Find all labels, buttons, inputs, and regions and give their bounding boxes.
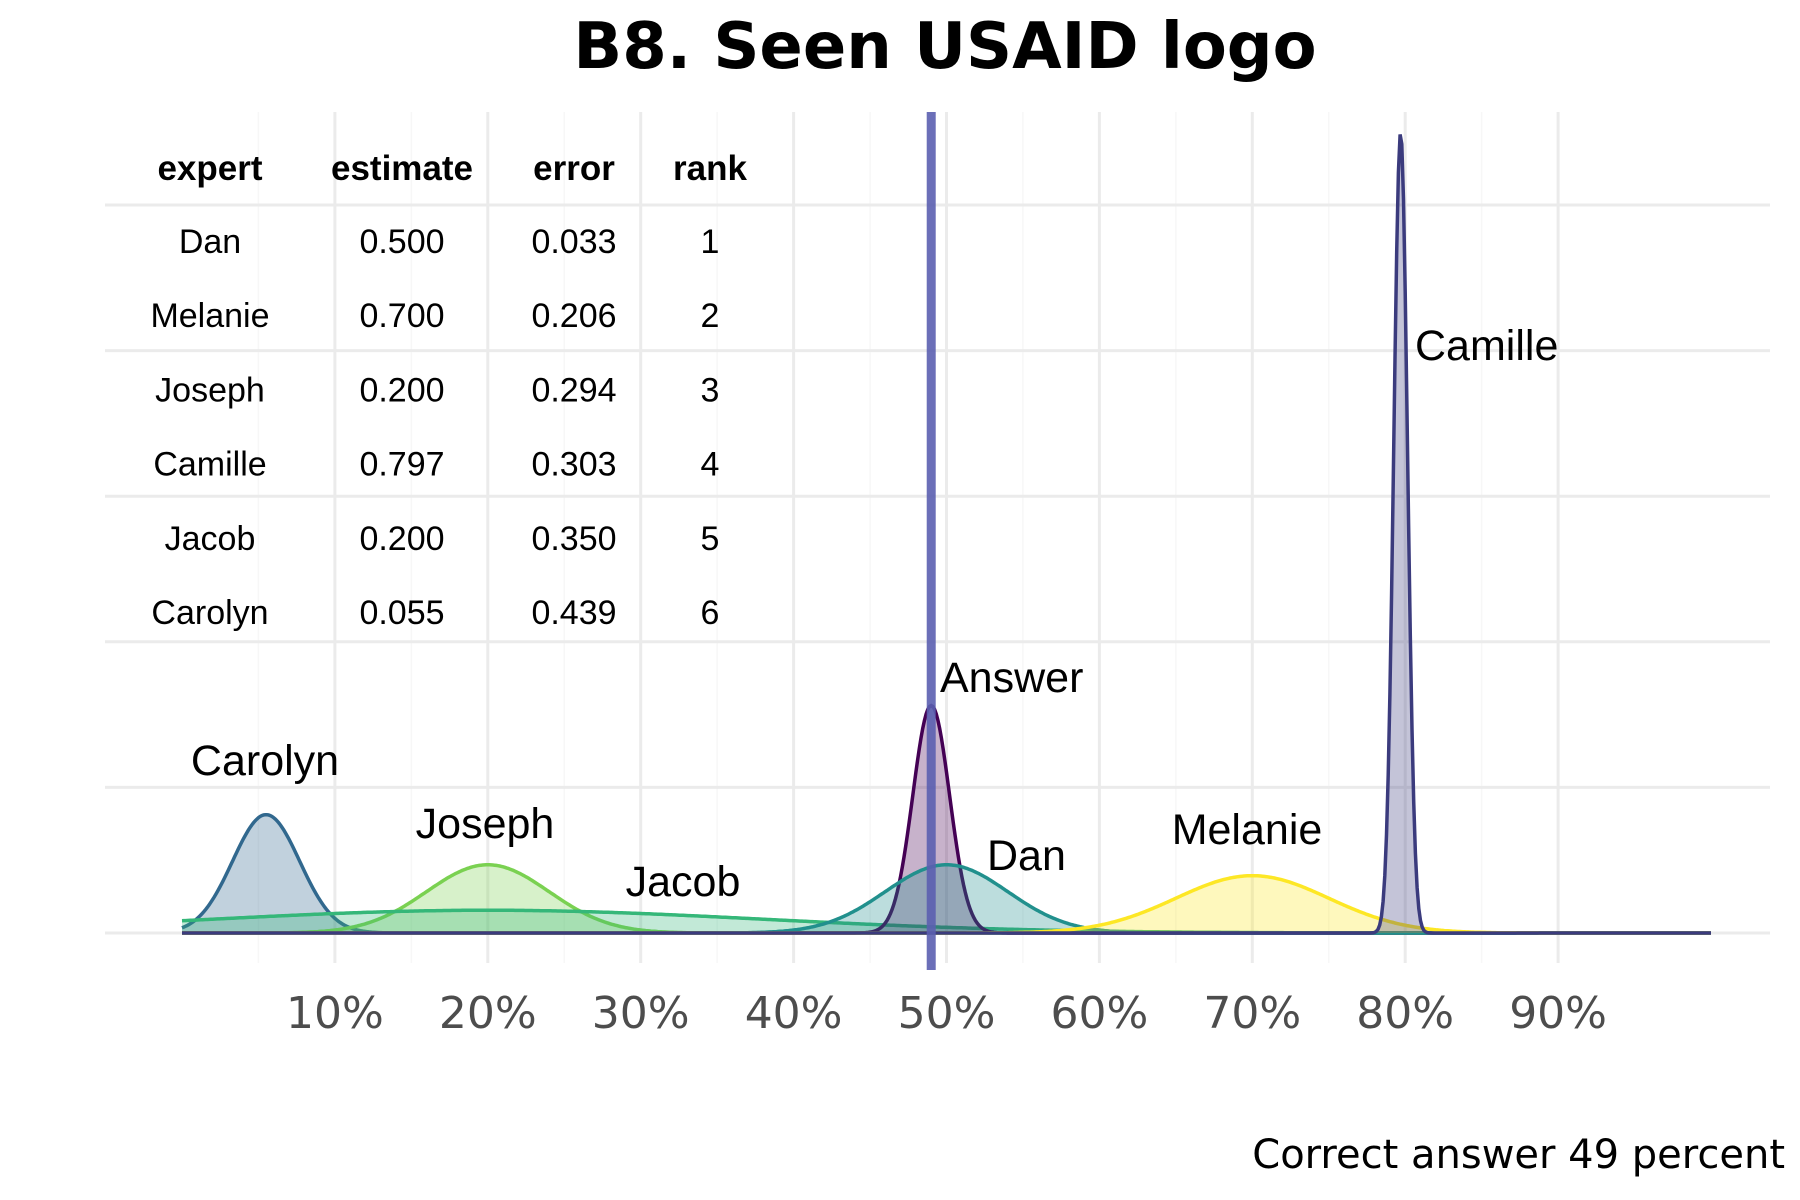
series-label-camille: Camille xyxy=(1415,322,1558,370)
table-cell: Jacob xyxy=(165,520,256,558)
table-cell: 6 xyxy=(701,594,720,632)
table-cell: 0.055 xyxy=(359,594,444,632)
chart-caption: Correct answer 49 percent xyxy=(1252,1132,1785,1178)
table-cell: 0.294 xyxy=(531,371,616,409)
table-cell: 0.439 xyxy=(531,594,616,632)
table-cell: 0.350 xyxy=(531,520,616,558)
table-cell: 0.206 xyxy=(531,297,616,335)
density-area-melanie xyxy=(182,875,1711,933)
x-tick-label: 10% xyxy=(286,988,384,1039)
expert-table: expert estimate error rank Dan 0.500 0.033 1 Mel… xyxy=(150,149,747,632)
table-cell: Dan xyxy=(179,223,241,261)
x-tick-label: 30% xyxy=(592,988,690,1039)
table-cell: 0.500 xyxy=(359,223,444,261)
table-header-expert: expert xyxy=(157,149,262,188)
table-cell: 3 xyxy=(701,371,720,409)
table-cell: 1 xyxy=(701,223,720,261)
series-label-carolyn: Carolyn xyxy=(191,737,339,785)
density-area-carolyn xyxy=(182,814,1711,933)
density-area-dan xyxy=(182,864,1711,933)
table-cell: 4 xyxy=(701,446,720,484)
table-cell: Camille xyxy=(153,446,266,484)
table-header-estimate: estimate xyxy=(331,149,473,188)
table-cell: Carolyn xyxy=(151,594,268,632)
table-cell: 0.700 xyxy=(359,297,444,335)
table-cell: 0.033 xyxy=(531,223,616,261)
density-camille xyxy=(182,134,1711,935)
density-area-joseph xyxy=(182,864,1711,933)
chart-title: B8. Seen USAID logo xyxy=(573,10,1316,84)
table-cell: 0.200 xyxy=(359,371,444,409)
series-labels: Carolyn Joseph Jacob Answer Dan Melanie Camill… xyxy=(191,322,1558,906)
x-tick-label: 50% xyxy=(898,988,996,1039)
density-area-jacob xyxy=(182,910,1711,933)
x-tick-label: 20% xyxy=(439,988,537,1039)
x-axis-ticks: 10% 20% 30% 40% 50% 60% 70% 80% 90% xyxy=(286,988,1607,1039)
table-header-rank: rank xyxy=(673,149,747,188)
table-cell: 0.200 xyxy=(359,520,444,558)
series-label-jacob: Jacob xyxy=(626,858,741,906)
table-header-error: error xyxy=(533,149,615,188)
x-tick-label: 80% xyxy=(1356,988,1454,1039)
table-cell: Joseph xyxy=(155,371,265,409)
table-cell: 2 xyxy=(701,297,720,335)
density-area-answer xyxy=(182,705,1711,933)
density-line-camille xyxy=(182,134,1711,935)
series-label-joseph: Joseph xyxy=(416,800,555,848)
x-tick-label: 70% xyxy=(1203,988,1301,1039)
x-tick-label: 60% xyxy=(1051,988,1149,1039)
table-cell: 0.797 xyxy=(359,446,444,484)
table-cell: 0.303 xyxy=(531,446,616,484)
table-cell: Melanie xyxy=(150,297,269,335)
series-label-melanie: Melanie xyxy=(1172,806,1323,854)
series-label-answer: Answer xyxy=(940,654,1083,702)
series-label-dan: Dan xyxy=(987,832,1066,880)
table-cell: 5 xyxy=(701,520,720,558)
density-area-camille xyxy=(182,134,1711,933)
x-tick-label: 90% xyxy=(1509,988,1607,1039)
density-curves xyxy=(181,134,1711,935)
x-tick-label: 40% xyxy=(745,988,843,1039)
